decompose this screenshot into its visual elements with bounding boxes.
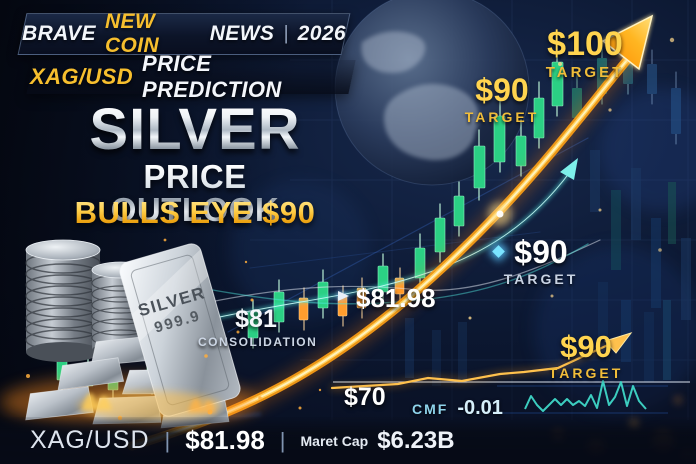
silver-bar: SILVER 999.9 — [119, 243, 241, 417]
target-label: TARGET — [548, 365, 624, 381]
indicator-panel — [330, 332, 696, 420]
target-price: $90 — [560, 329, 612, 364]
target-label: TARGET — [545, 64, 625, 81]
headline-subtitle: PRICE OUTLOOK — [55, 160, 335, 226]
target-90-mid: $90 TARGET — [500, 236, 582, 286]
banner-year: 2026 — [297, 22, 346, 45]
consolidation-label: CONSOLIDATION — [198, 335, 318, 349]
target-label: TARGET — [464, 109, 540, 125]
target-90-lower: $90 TARGET — [544, 331, 628, 380]
cyan-arrowhead-icon — [560, 158, 578, 180]
banner-divider: | — [283, 23, 289, 44]
market-cap-value: $6.23B — [377, 426, 455, 454]
headline-title: SILVER — [62, 101, 328, 159]
target-label: TARGET — [503, 271, 579, 287]
target-price: $100 — [547, 25, 623, 63]
target-100: $100 TARGET — [540, 27, 630, 80]
support-price-label: $70 — [344, 383, 386, 411]
mini-up-arrow-icon — [330, 332, 633, 390]
ticker-pair: XAG/USD — [30, 426, 150, 454]
target-price: $90 — [475, 72, 529, 108]
current-price-label: $81.98 — [356, 283, 436, 313]
cmf-sparkline — [524, 380, 647, 412]
ticker-divider: | — [164, 427, 171, 453]
headline-tagline: BULLS EYE $90 — [60, 197, 330, 228]
brand-word: BRAVE — [22, 22, 96, 45]
ticker-price: $81.98 — [185, 425, 265, 455]
consolidation-price: $81 — [235, 305, 277, 333]
silver-stack-illustration: SILVER 999.9 — [0, 238, 322, 429]
brand-word: NEWS — [209, 22, 275, 45]
ticker-divider: | — [279, 427, 286, 453]
cursor-icon — [338, 291, 349, 301]
pair-label: XAG/USD — [30, 64, 134, 89]
target-90-upper: $90 TARGET — [462, 74, 542, 124]
subtitle-banner: XAG/USD PRICE PREDICTION — [30, 51, 352, 102]
faint-candles — [405, 150, 691, 386]
brand-highlight: NEW COIN — [104, 10, 160, 57]
prediction-label: PRICE PREDICTION — [142, 51, 282, 102]
market-cap-label: Maret Cap — [300, 432, 369, 449]
cmf-label: CMF — [412, 401, 449, 417]
ticker-bar: XAG/USD | $81.98 | Maret Cap $6.23B — [0, 417, 696, 464]
cmf-indicator: CMF -0.01 — [412, 397, 503, 420]
brand-banner: BRAVE NEW COIN NEWS | 2026 — [22, 10, 346, 57]
target-price: $90 — [514, 234, 568, 270]
cmf-value: -0.01 — [457, 397, 503, 419]
consolidation-annotation: $81 CONSOLIDATION — [198, 305, 318, 349]
